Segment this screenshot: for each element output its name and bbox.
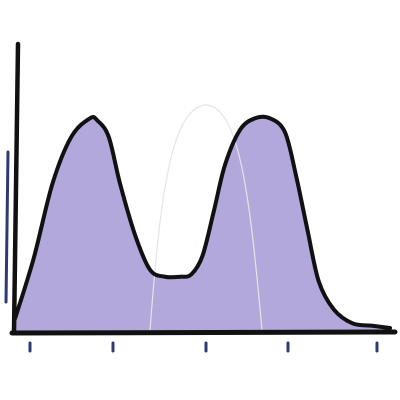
density-area-fill [15, 116, 390, 334]
y-axis-line [11, 41, 21, 335]
sketch-guide-line [149, 104, 263, 331]
left-accent-line [4, 150, 10, 304]
x-axis-line [9, 329, 398, 336]
density-curve-outline [13, 114, 392, 330]
